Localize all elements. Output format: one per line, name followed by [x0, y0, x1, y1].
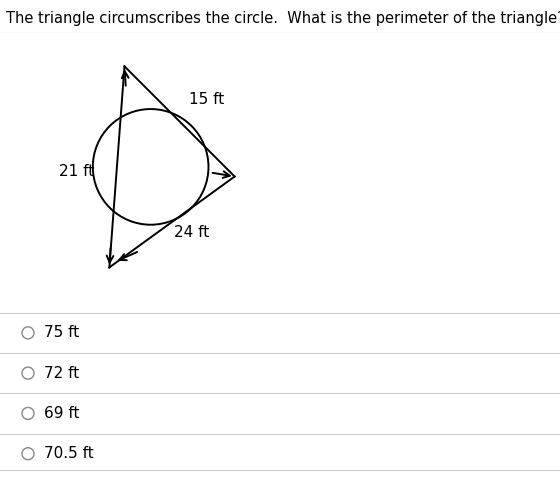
Text: 24 ft: 24 ft [174, 225, 209, 241]
Text: 21 ft: 21 ft [59, 164, 94, 178]
Text: 70.5 ft: 70.5 ft [44, 446, 94, 461]
Text: 69 ft: 69 ft [44, 406, 80, 421]
Text: 72 ft: 72 ft [44, 366, 80, 381]
Text: 15 ft: 15 ft [189, 92, 225, 107]
Text: 75 ft: 75 ft [44, 325, 80, 341]
Text: The triangle circumscribes the circle.  What is the perimeter of the triangle?: The triangle circumscribes the circle. W… [6, 11, 560, 26]
